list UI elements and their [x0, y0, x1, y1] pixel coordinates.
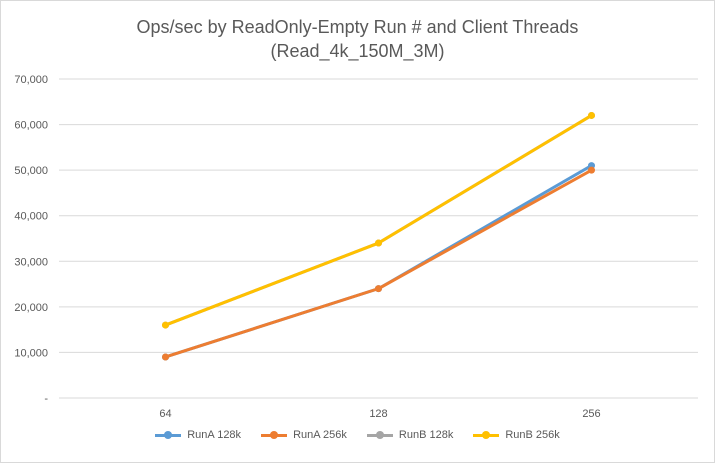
x-tick-label: 128 — [369, 408, 387, 420]
legend-item-runb-256k: RunB 256k — [473, 429, 560, 441]
legend-swatch — [261, 430, 288, 440]
y-tick-label: - — [44, 393, 48, 405]
legend-item-runa-128k: RunA 128k — [155, 429, 241, 441]
chart-legend: RunA 128k RunA 256k RunB 128k RunB 256k — [1, 429, 714, 441]
legend-label: RunA 128k — [187, 429, 242, 441]
legend-label: RunB 256k — [505, 429, 560, 441]
y-tick-label: 60,000 — [14, 120, 48, 132]
data-point-runb-256k — [588, 111, 595, 119]
chart-title: Ops/sec by ReadOnly-Empty Run # and Clie… — [1, 15, 714, 63]
y-tick-label: 10,000 — [14, 347, 48, 359]
legend-label: RunA 256k — [293, 429, 347, 441]
data-point-runa-256k — [588, 166, 595, 174]
legend-swatch — [473, 430, 500, 440]
series-line-runa-256k — [165, 168, 593, 359]
series-line-runb-256k — [164, 114, 593, 327]
chart-subtitle: (Read_4k_150M_3M) — [270, 41, 445, 61]
y-tick-label: 50,000 — [14, 165, 48, 177]
y-tick-label: 30,000 — [14, 256, 48, 268]
data-point-runa-256k — [375, 285, 382, 293]
legend-item-runb-128k: RunB 128k — [366, 429, 454, 441]
x-tick-label: 256 — [582, 408, 600, 420]
legend-item-runa-256k: RunA 256k — [261, 429, 347, 441]
legend-swatch — [155, 430, 182, 440]
y-tick-label: 20,000 — [14, 302, 48, 314]
legend-swatch — [366, 430, 393, 440]
y-tick-label: 70,000 — [14, 74, 48, 86]
y-tick-label: 40,000 — [14, 211, 48, 223]
series-line-runb-128k — [164, 114, 593, 327]
data-point-runb-256k — [375, 239, 382, 247]
chart-title-line1: Ops/sec by ReadOnly-Empty Run # and Clie… — [136, 17, 579, 37]
legend-label: RunB 128k — [398, 429, 454, 441]
data-point-runb-256k — [162, 321, 169, 329]
x-tick-label: 64 — [159, 408, 171, 420]
data-point-runa-256k — [162, 353, 169, 361]
